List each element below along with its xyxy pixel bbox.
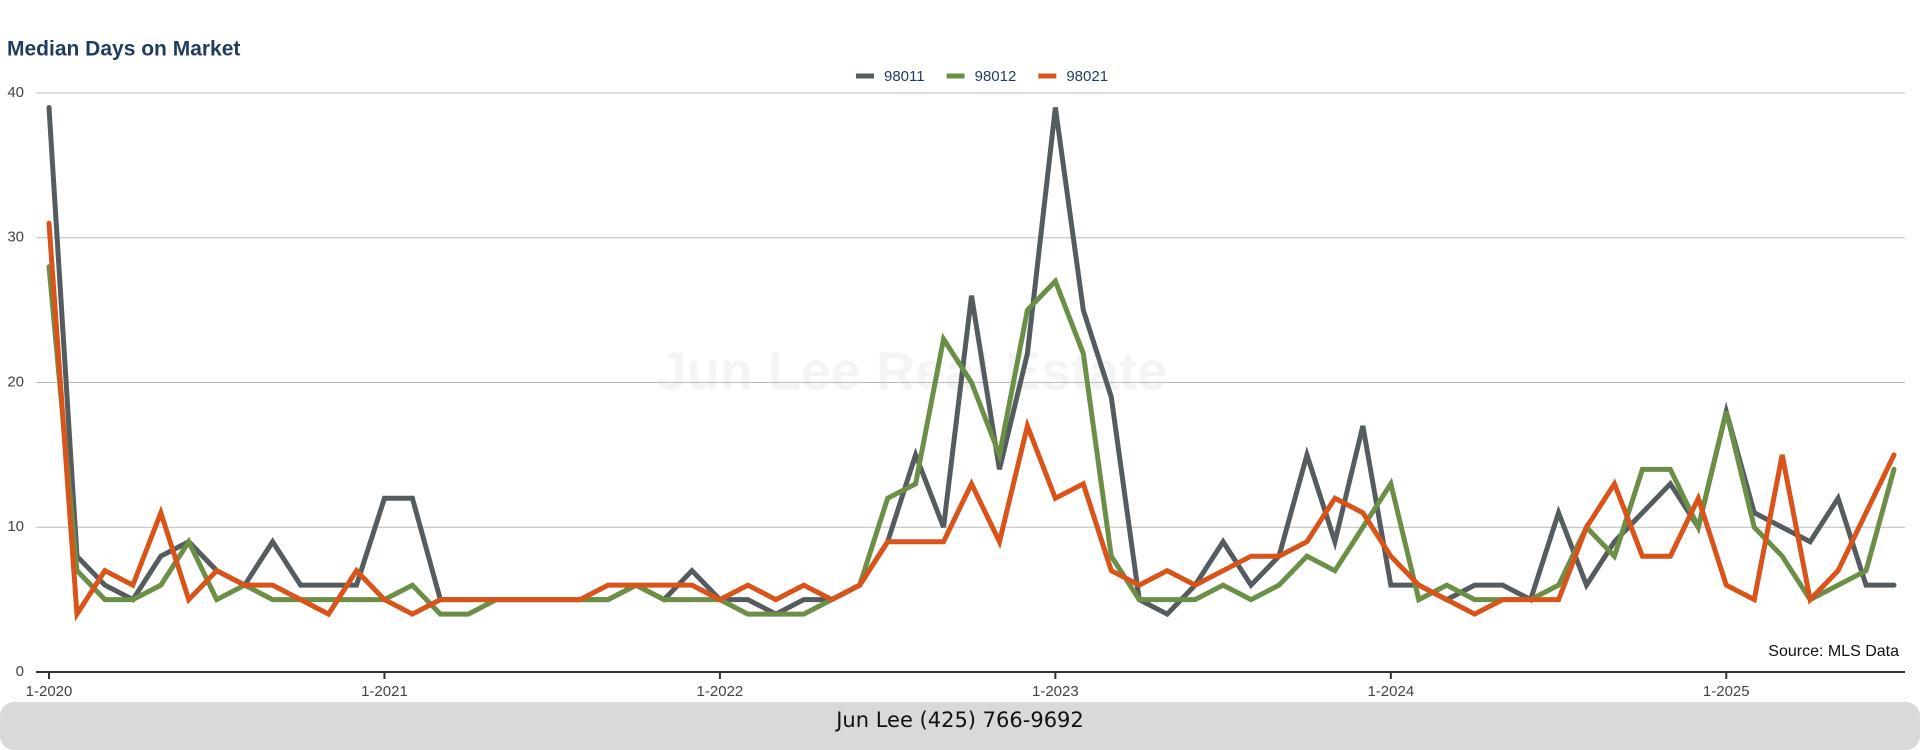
legend-label: 98011 (884, 68, 925, 85)
footer-contact: Jun Lee (425) 766-9692 (834, 708, 1084, 732)
y-tick-label: 0 (16, 663, 24, 680)
y-tick-label: 10 (7, 518, 24, 535)
x-tick-label: 1-2020 (26, 683, 73, 700)
series-line (46, 264, 1897, 617)
legend-label: 98012 (975, 68, 1017, 85)
x-tick-label: 1-2023 (1032, 683, 1079, 700)
x-tick-label: 1-2025 (1703, 683, 1750, 700)
x-tick-label: 1-2024 (1367, 683, 1414, 700)
y-tick-label: 40 (7, 84, 24, 101)
x-tick-label: 1-2021 (361, 683, 408, 700)
source-note: Source: MLS Data (1768, 643, 1899, 660)
series-line (46, 104, 1897, 618)
y-tick-label: 20 (7, 373, 24, 390)
y-tick-label: 30 (7, 229, 24, 246)
legend-label: 98021 (1066, 68, 1108, 85)
x-tick-label: 1-2022 (697, 683, 744, 700)
footer-band (0, 702, 1920, 750)
series-line (46, 220, 1897, 622)
chart-title: Median Days on Market (7, 38, 240, 61)
